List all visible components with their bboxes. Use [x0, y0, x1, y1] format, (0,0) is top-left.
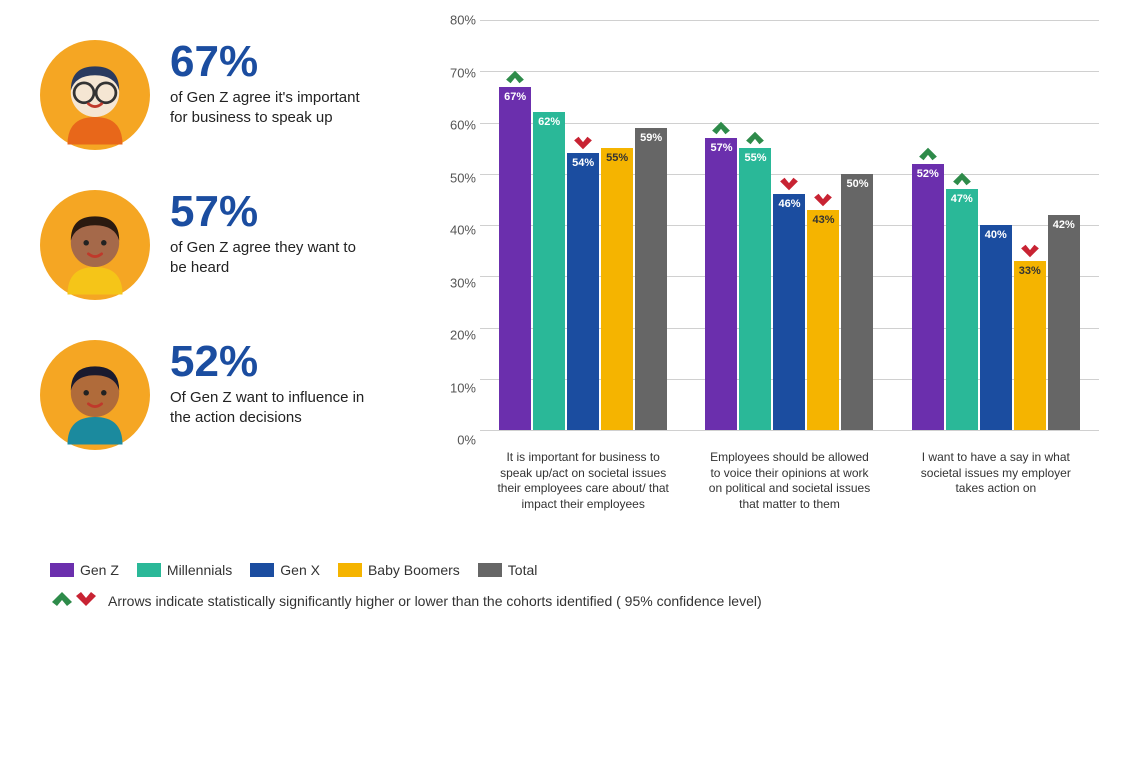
bar-value-label: 54% [567, 157, 599, 169]
legend: Gen Z Millennials Gen X Baby Boomers Total A… [40, 562, 1099, 611]
x-axis-label: Employees should be allowed to voice the… [699, 440, 879, 512]
legend-label: Total [508, 562, 538, 578]
bar-value-label: 67% [499, 91, 531, 103]
y-axis-tick: 20% [430, 328, 476, 343]
y-axis-tick: 70% [430, 65, 476, 80]
bar-value-label: 62% [533, 116, 565, 128]
bar-group: 52% 47% 40% 33% 42% [912, 20, 1080, 430]
bar-value-label: 55% [739, 152, 771, 164]
legend-item: Millennials [137, 562, 232, 578]
bar-value-label: 46% [773, 198, 805, 210]
avatar-icon [40, 40, 150, 150]
stat-text: 52%Of Gen Z want to influence in the act… [170, 340, 370, 429]
bar-value-label: 59% [635, 132, 667, 144]
bar: 67% [499, 87, 531, 430]
bar-value-label: 43% [807, 214, 839, 226]
bar: 62% [533, 112, 565, 430]
main-content: 67%of Gen Z agree it's important for bus… [40, 20, 1099, 512]
stat-desc: Of Gen Z want to influence in the action… [170, 388, 370, 429]
x-axis-label: It is important for business to speak up… [493, 440, 673, 512]
stat-pct: 57% [170, 190, 370, 234]
stat-item: 67%of Gen Z agree it's important for bus… [40, 40, 400, 150]
legend-label: Baby Boomers [368, 562, 460, 578]
stat-column: 67%of Gen Z agree it's important for bus… [40, 20, 400, 512]
footnote-text: Arrows indicate statistically significan… [108, 593, 762, 609]
arrow-up-icon [917, 146, 939, 167]
bar: 55% [739, 148, 771, 430]
bar: 43% [807, 210, 839, 430]
bar-value-label: 55% [601, 152, 633, 164]
bar-group: 67% 62% 54%55%59% [499, 20, 667, 430]
bar: 46% [773, 194, 805, 430]
bar: 33% [1014, 261, 1046, 430]
legend-item: Baby Boomers [338, 562, 460, 578]
arrow-down-icon [1019, 243, 1041, 264]
bar: 47% [946, 189, 978, 430]
avatar-icon [40, 340, 150, 450]
bar: 42% [1048, 215, 1080, 430]
x-axis-labels: It is important for business to speak up… [430, 440, 1099, 512]
arrow-down-icon [812, 192, 834, 213]
stat-text: 57%of Gen Z agree they want to be heard [170, 190, 370, 279]
bar: 50% [841, 174, 873, 430]
bar-value-label: 33% [1014, 265, 1046, 277]
y-axis-tick: 80% [430, 13, 476, 28]
arrow-up-icon [951, 171, 973, 192]
legend-swatch [250, 563, 274, 577]
bar: 57% [705, 138, 737, 430]
legend-swatch [50, 563, 74, 577]
y-axis-tick: 0% [430, 433, 476, 448]
arrow-icons [50, 590, 98, 611]
legend-footnote: Arrows indicate statistically significan… [50, 590, 1099, 611]
bar: 54% [567, 153, 599, 430]
arrow-up-icon [744, 130, 766, 151]
y-axis-tick: 40% [430, 223, 476, 238]
stat-text: 67%of Gen Z agree it's important for bus… [170, 40, 370, 129]
stat-item: 57%of Gen Z agree they want to be heard [40, 190, 400, 300]
stat-pct: 52% [170, 340, 370, 384]
chart-column: 67%62%54%55%59%57%55%46%43%50%52%47%40%3… [430, 20, 1099, 512]
bar: 59% [635, 128, 667, 430]
bar-value-label: 50% [841, 178, 873, 190]
legend-label: Gen Z [80, 562, 119, 578]
bar: 40% [980, 225, 1012, 430]
stat-pct: 67% [170, 40, 370, 84]
stat-item: 52%Of Gen Z want to influence in the act… [40, 340, 400, 450]
bar-value-label: 52% [912, 168, 944, 180]
bar: 55% [601, 148, 633, 430]
legend-swatch [137, 563, 161, 577]
x-axis-label: I want to have a say in what societal is… [906, 440, 1086, 512]
legend-swatch [338, 563, 362, 577]
bar-group: 57%55% 46%43% 50% [705, 20, 873, 430]
y-axis-tick: 50% [430, 170, 476, 185]
legend-swatch [478, 563, 502, 577]
stat-desc: of Gen Z agree they want to be heard [170, 238, 370, 279]
bar-value-label: 40% [980, 229, 1012, 241]
stat-desc: of Gen Z agree it's important for busine… [170, 88, 370, 129]
bar-value-label: 47% [946, 193, 978, 205]
legend-item: Gen X [250, 562, 320, 578]
legend-item: Gen Z [50, 562, 119, 578]
arrow-down-icon [778, 176, 800, 197]
arrow-up-icon [504, 69, 526, 90]
avatar-icon [40, 190, 150, 300]
bar-chart: 67%62%54%55%59%57%55%46%43%50%52%47%40%3… [430, 20, 1099, 440]
bar-value-label: 42% [1048, 219, 1080, 231]
y-axis-tick: 10% [430, 380, 476, 395]
arrow-up-icon [710, 120, 732, 141]
y-axis-tick: 30% [430, 275, 476, 290]
legend-item: Total [478, 562, 538, 578]
bar-value-label: 57% [705, 142, 737, 154]
bar: 52% [912, 164, 944, 431]
legend-label: Millennials [167, 562, 232, 578]
legend-label: Gen X [280, 562, 320, 578]
arrow-down-icon [572, 135, 594, 156]
y-axis-tick: 60% [430, 118, 476, 133]
legend-series: Gen Z Millennials Gen X Baby Boomers Total [50, 562, 1099, 578]
